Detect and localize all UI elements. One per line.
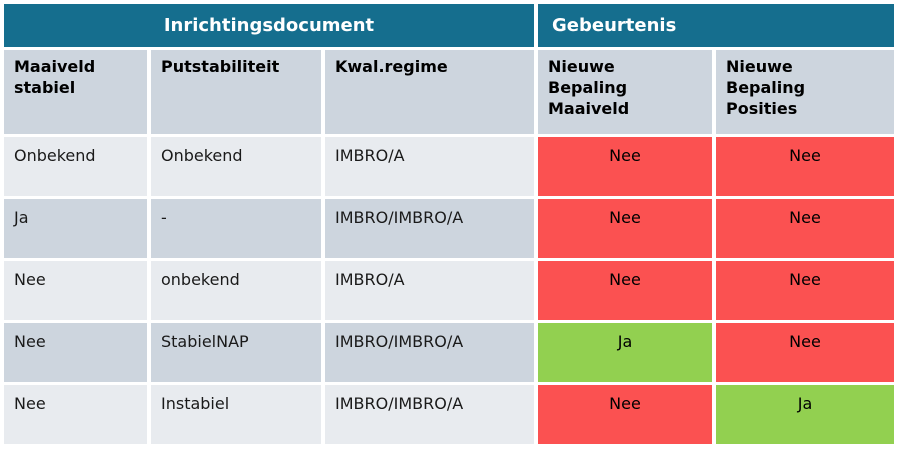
answer-cell: Nee bbox=[538, 385, 712, 444]
column-header-label: Nieuwe Bepaling Posities bbox=[726, 57, 806, 118]
cell-kwal-regime: IMBRO/IMBRO/A bbox=[325, 385, 534, 444]
column-header-row: Maaiveld stabiel Putstabiliteit Kwal.reg… bbox=[4, 50, 894, 134]
answer-cell: Nee bbox=[716, 137, 894, 196]
cell-kwal-regime: IMBRO/A bbox=[325, 137, 534, 196]
cell-putstabiliteit: - bbox=[151, 199, 321, 258]
cell-maaiveld-stabiel: Nee bbox=[4, 385, 147, 444]
answer-cell: Nee bbox=[538, 199, 712, 258]
group-header-inrichtingsdocument: Inrichtingsdocument bbox=[4, 4, 534, 47]
cell-kwal-regime: IMBRO/IMBRO/A bbox=[325, 199, 534, 258]
column-header-kwal-regime: Kwal.regime bbox=[325, 50, 534, 134]
group-header-row: Inrichtingsdocument Gebeurtenis bbox=[4, 4, 894, 47]
table-row: Ja - IMBRO/IMBRO/A Nee Nee bbox=[4, 199, 894, 258]
answer-cell: Ja bbox=[716, 385, 894, 444]
answer-cell: Nee bbox=[716, 199, 894, 258]
column-header-label: Kwal.regime bbox=[335, 57, 448, 76]
column-header-nieuwe-bepaling-posities: Nieuwe Bepaling Posities bbox=[716, 50, 894, 134]
cell-putstabiliteit: onbekend bbox=[151, 261, 321, 320]
column-header-nieuwe-bepaling-maaiveld: Nieuwe Bepaling Maaiveld bbox=[538, 50, 712, 134]
answer-cell: Nee bbox=[538, 261, 712, 320]
column-header-label: Putstabiliteit bbox=[161, 57, 280, 76]
column-header-label: Maaiveld stabiel bbox=[14, 57, 96, 97]
cell-maaiveld-stabiel: Ja bbox=[4, 199, 147, 258]
group-header-gebeurtenis: Gebeurtenis bbox=[538, 4, 894, 47]
column-header-maaiveld-stabiel: Maaiveld stabiel bbox=[4, 50, 147, 134]
answer-cell: Nee bbox=[538, 137, 712, 196]
cell-maaiveld-stabiel: Onbekend bbox=[4, 137, 147, 196]
cell-maaiveld-stabiel: Nee bbox=[4, 323, 147, 382]
answer-cell: Nee bbox=[716, 261, 894, 320]
column-header-label: Nieuwe Bepaling Maaiveld bbox=[548, 57, 630, 118]
cell-kwal-regime: IMBRO/A bbox=[325, 261, 534, 320]
cell-putstabiliteit: Onbekend bbox=[151, 137, 321, 196]
cell-kwal-regime: IMBRO/IMBRO/A bbox=[325, 323, 534, 382]
table-row: Nee onbekend IMBRO/A Nee Nee bbox=[4, 261, 894, 320]
table-row: Onbekend Onbekend IMBRO/A Nee Nee bbox=[4, 137, 894, 196]
cell-putstabiliteit: StabielNAP bbox=[151, 323, 321, 382]
answer-cell: Ja bbox=[538, 323, 712, 382]
table-row: Nee StabielNAP IMBRO/IMBRO/A Ja Nee bbox=[4, 323, 894, 382]
cell-maaiveld-stabiel: Nee bbox=[4, 261, 147, 320]
table-row: Nee Instabiel IMBRO/IMBRO/A Nee Ja bbox=[4, 385, 894, 444]
column-header-putstabiliteit: Putstabiliteit bbox=[151, 50, 321, 134]
cell-putstabiliteit: Instabiel bbox=[151, 385, 321, 444]
answer-cell: Nee bbox=[716, 323, 894, 382]
